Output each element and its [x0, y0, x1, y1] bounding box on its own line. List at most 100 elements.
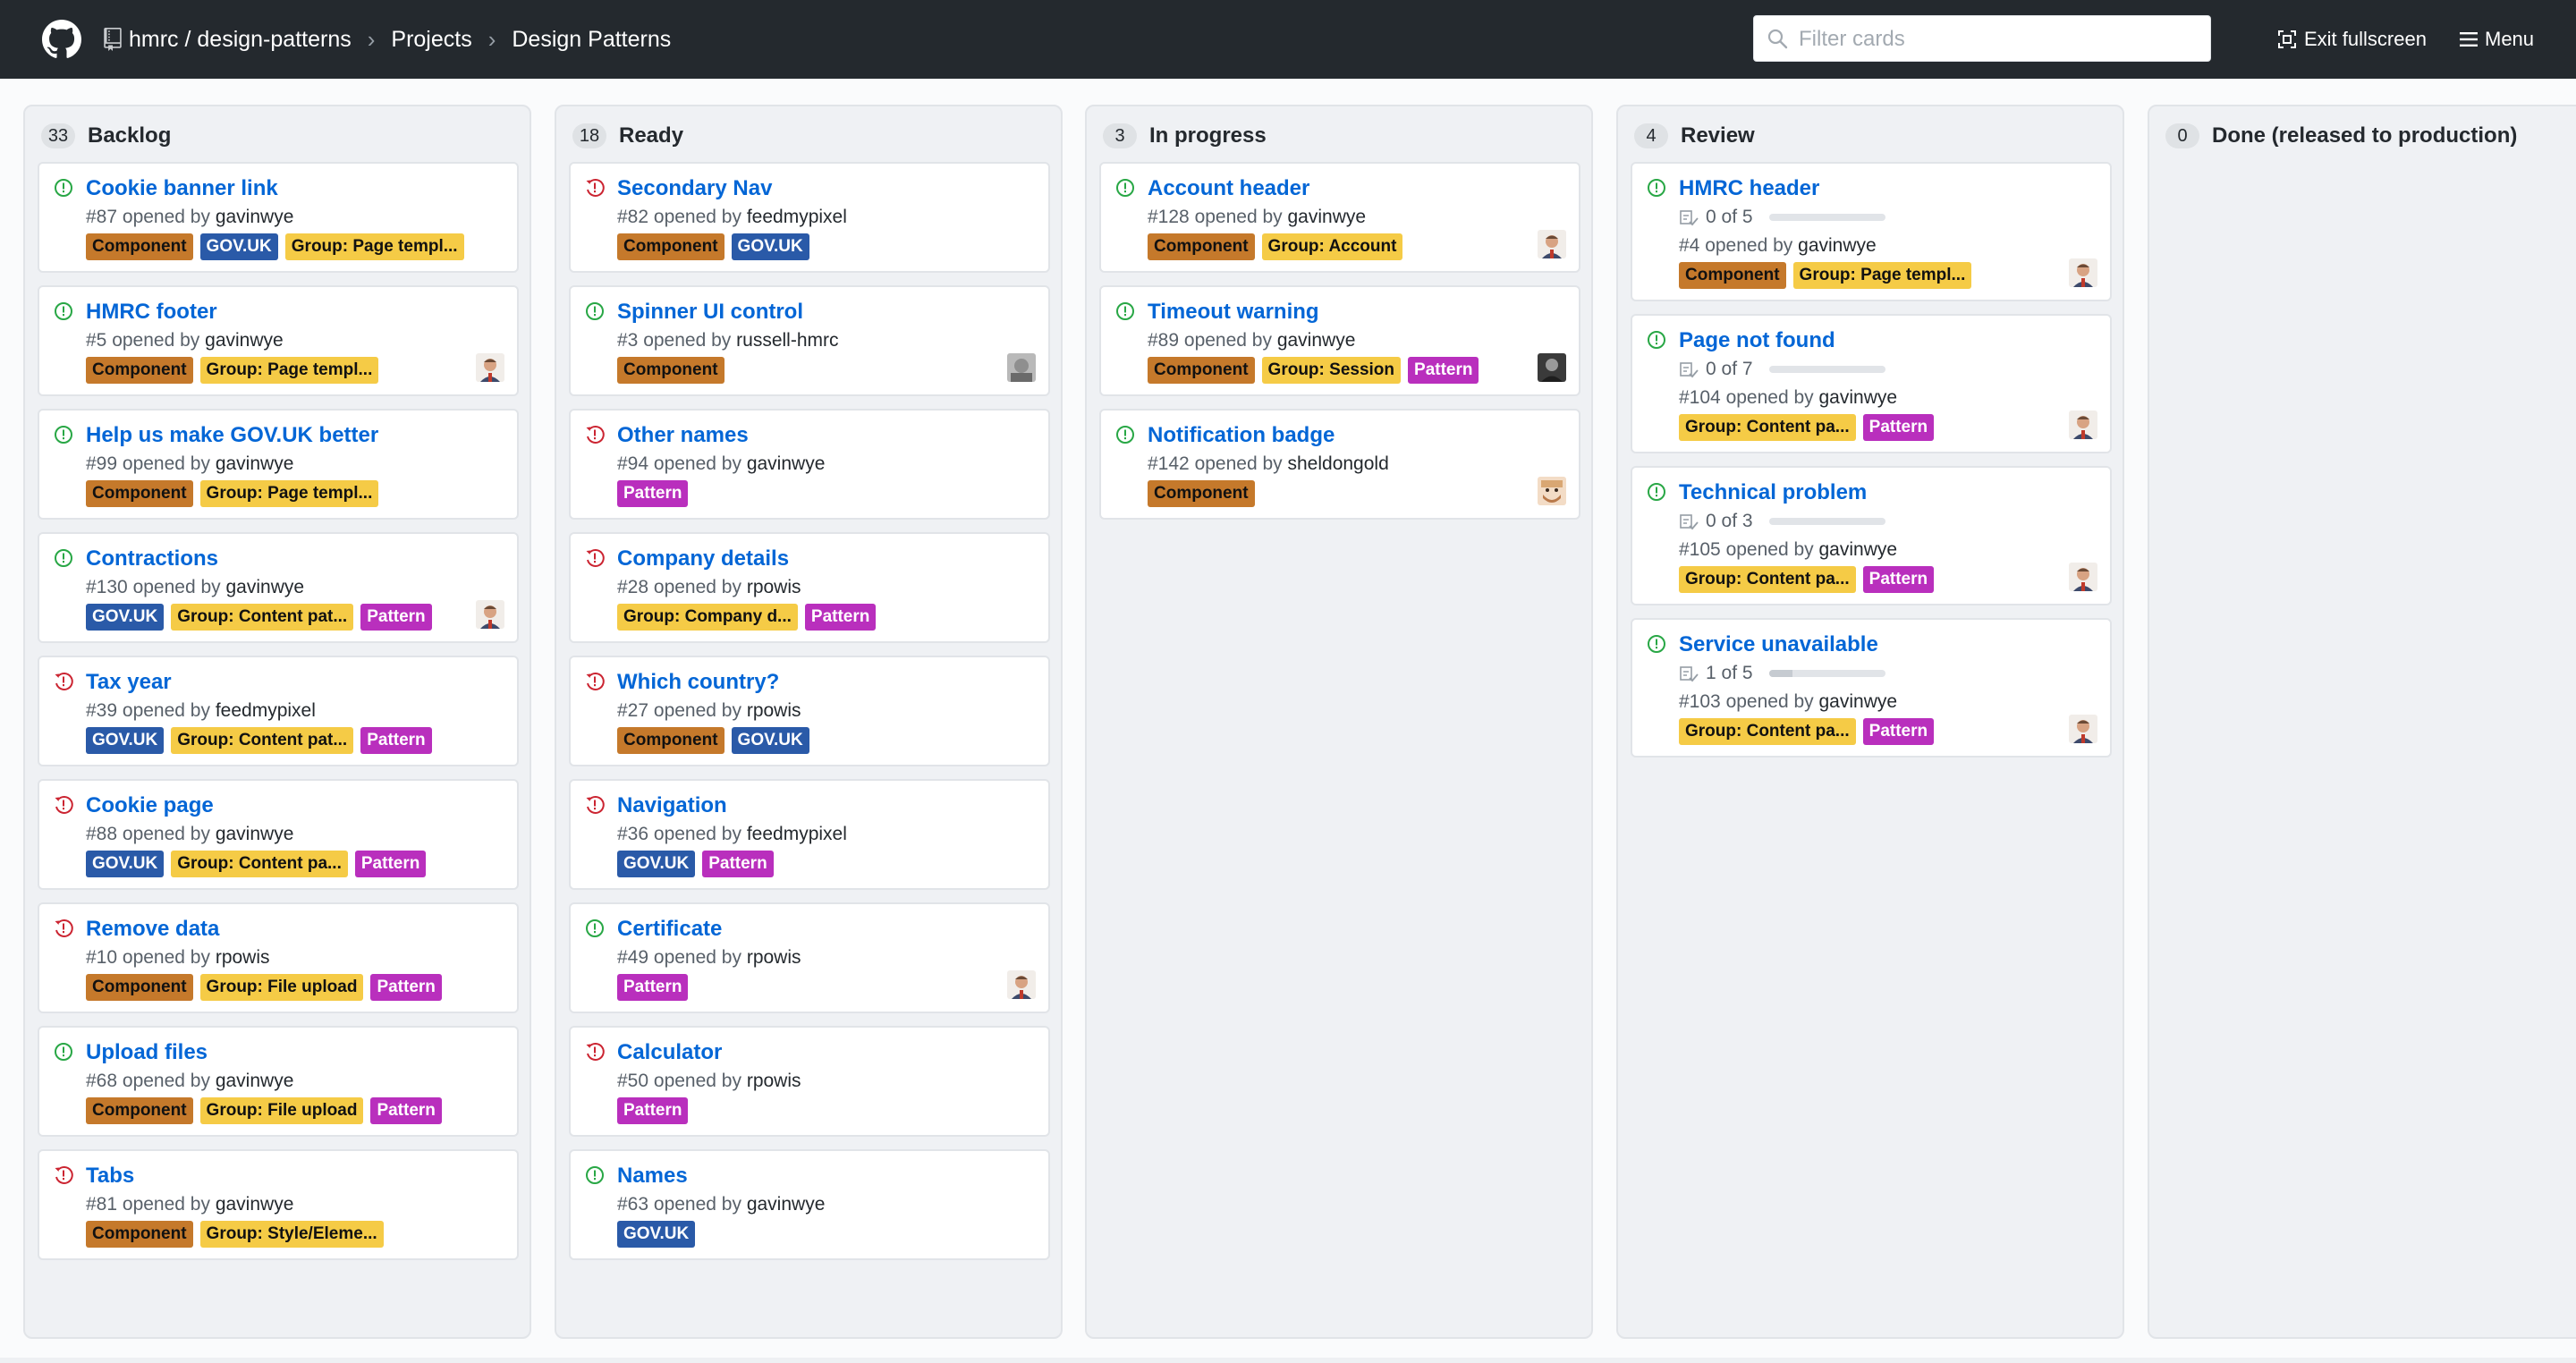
issue-author-link[interactable]: rpowis	[215, 947, 270, 968]
issue-title-link[interactable]: Contractions	[86, 546, 219, 571]
user-avatar[interactable]	[2069, 563, 2097, 591]
issue-title-link[interactable]: Other names	[617, 423, 749, 447]
issue-card[interactable]: Tabs #81 opened by gavinwye Component Group…	[38, 1149, 519, 1260]
user-avatar[interactable]	[1538, 230, 1566, 258]
issue-author-link[interactable]: rpowis	[746, 947, 801, 968]
issue-label[interactable]: Group: Page templ...	[199, 480, 379, 507]
issue-label[interactable]: Component	[617, 233, 724, 260]
issue-card[interactable]: Which country? #27 opened by rpowis Compon…	[569, 656, 1050, 766]
issue-card[interactable]: Help us make GOV.UK better #99 opened by …	[38, 409, 519, 520]
user-avatar[interactable]	[1007, 970, 1036, 999]
issue-author-link[interactable]: rpowis	[746, 577, 801, 597]
issue-label[interactable]: Group: Company d...	[617, 604, 798, 631]
issue-label[interactable]: Group: Page templ...	[1792, 262, 1972, 289]
issue-card[interactable]: Contractions #130 opened by gavinwye GOV.U…	[38, 532, 519, 643]
issue-author-link[interactable]: gavinwye	[1818, 387, 1898, 408]
issue-title-link[interactable]: Cookie banner link	[86, 176, 278, 200]
issue-label[interactable]: Component	[1679, 262, 1786, 289]
issue-label[interactable]: Pattern	[1862, 718, 1935, 745]
issue-label[interactable]: GOV.UK	[86, 727, 165, 754]
issue-label[interactable]: Pattern	[360, 727, 432, 754]
issue-label[interactable]: Pattern	[1408, 357, 1479, 384]
issue-label[interactable]: Group: Content pa...	[1679, 566, 1856, 593]
issue-label[interactable]: Pattern	[354, 851, 427, 877]
issue-title-link[interactable]: Service unavailable	[1679, 632, 1878, 656]
issue-author-link[interactable]: gavinwye	[1276, 330, 1356, 351]
issue-card[interactable]: Certificate #49 opened by rpowis Pattern	[569, 902, 1050, 1013]
issue-label[interactable]: Pattern	[1862, 414, 1935, 441]
github-logo-icon[interactable]	[42, 20, 81, 59]
issue-label[interactable]: GOV.UK	[731, 233, 809, 260]
issue-label[interactable]: Group: File upload	[199, 974, 364, 1001]
issue-title-link[interactable]: Help us make GOV.UK better	[86, 423, 379, 447]
issue-label[interactable]: Group: Content pat...	[171, 727, 354, 754]
issue-card[interactable]: Service unavailable 1 of 5 #103 opened by …	[1631, 618, 2112, 758]
issue-author-link[interactable]: gavinwye	[1798, 235, 1877, 256]
issue-author-link[interactable]: gavinwye	[1818, 691, 1898, 712]
issue-label[interactable]: Component	[86, 233, 193, 260]
issue-card[interactable]: Tax year #39 opened by feedmypixel GOV.UK G…	[38, 656, 519, 766]
issue-label[interactable]: Component	[86, 974, 193, 1001]
issue-label[interactable]: GOV.UK	[617, 851, 696, 877]
issue-label[interactable]: Component	[86, 357, 193, 384]
issue-card[interactable]: Secondary Nav #82 opened by feedmypixel Co…	[569, 162, 1050, 273]
breadcrumb-project-name[interactable]: Design Patterns	[512, 26, 672, 52]
issue-label[interactable]: Group: Page templ...	[284, 233, 464, 260]
issue-title-link[interactable]: Technical problem	[1679, 480, 1868, 504]
issue-card[interactable]: Technical problem 0 of 3 #105 opened by ga…	[1631, 466, 2112, 605]
issue-card[interactable]: Other names #94 opened by gavinwye Pattern	[569, 409, 1050, 520]
issue-label[interactable]: Group: Content pa...	[171, 851, 348, 877]
user-avatar[interactable]	[1007, 353, 1036, 382]
issue-title-link[interactable]: HMRC footer	[86, 300, 217, 324]
issue-author-link[interactable]: gavinwye	[205, 330, 284, 351]
issue-title-link[interactable]: Account header	[1148, 176, 1310, 200]
issue-label[interactable]: Group: Content pat...	[171, 604, 354, 631]
issue-title-link[interactable]: Names	[617, 1164, 688, 1188]
user-avatar[interactable]	[1538, 477, 1566, 505]
issue-author-link[interactable]: sheldongold	[1287, 453, 1389, 474]
issue-card[interactable]: Account header #128 opened by gavinwye Com…	[1099, 162, 1580, 273]
issue-author-link[interactable]: russell-hmrc	[736, 330, 839, 351]
issue-author-link[interactable]: feedmypixel	[215, 700, 316, 721]
issue-card[interactable]: Navigation #36 opened by feedmypixel GOV.U…	[569, 779, 1050, 890]
issue-title-link[interactable]: Navigation	[617, 793, 727, 817]
user-avatar[interactable]	[476, 353, 504, 382]
issue-author-link[interactable]: gavinwye	[215, 453, 294, 474]
issue-title-link[interactable]: Tabs	[86, 1164, 135, 1188]
issue-card[interactable]: Names #63 opened by gavinwye GOV.UK	[569, 1149, 1050, 1260]
issue-label[interactable]: Component	[86, 480, 193, 507]
issue-card[interactable]: Remove data #10 opened by rpowis Component…	[38, 902, 519, 1013]
issue-card[interactable]: Cookie banner link #87 opened by gavinwye…	[38, 162, 519, 273]
issue-card[interactable]: Page not found 0 of 7 #104 opened by gavin…	[1631, 314, 2112, 453]
issue-label[interactable]: Component	[617, 727, 724, 754]
issue-card[interactable]: Notification badge #142 opened by sheldon…	[1099, 409, 1580, 520]
issue-author-link[interactable]: gavinwye	[215, 1071, 294, 1091]
issue-author-link[interactable]: rpowis	[746, 700, 801, 721]
issue-label[interactable]: GOV.UK	[86, 604, 165, 631]
issue-title-link[interactable]: Company details	[617, 546, 790, 571]
issue-label[interactable]: GOV.UK	[731, 727, 809, 754]
issue-card[interactable]: Spinner UI control #3 opened by russell-h…	[569, 285, 1050, 396]
issue-label[interactable]: Component	[1148, 480, 1255, 507]
issue-label[interactable]: Pattern	[617, 1097, 689, 1124]
issue-author-link[interactable]: gavinwye	[215, 207, 294, 227]
issue-label[interactable]: Pattern	[370, 1097, 442, 1124]
issue-title-link[interactable]: Which country?	[617, 670, 780, 694]
exit-fullscreen-button[interactable]: Exit fullscreen	[2277, 25, 2427, 54]
issue-card[interactable]: HMRC footer #5 opened by gavinwye Componen…	[38, 285, 519, 396]
issue-label[interactable]: Pattern	[370, 974, 442, 1001]
issue-label[interactable]: GOV.UK	[199, 233, 278, 260]
user-avatar[interactable]	[476, 600, 504, 629]
issue-author-link[interactable]: gavinwye	[1287, 207, 1367, 227]
issue-label[interactable]: Pattern	[360, 604, 432, 631]
breadcrumb-repo-link[interactable]: hmrc / design-patterns	[129, 26, 352, 52]
user-avatar[interactable]	[1538, 353, 1566, 382]
issue-title-link[interactable]: Page not found	[1679, 328, 1835, 352]
issue-author-link[interactable]: gavinwye	[746, 1194, 826, 1215]
issue-label[interactable]: Group: Page templ...	[199, 357, 379, 384]
filter-cards-input[interactable]	[1797, 23, 2194, 55]
issue-title-link[interactable]: Remove data	[86, 917, 220, 941]
issue-title-link[interactable]: Spinner UI control	[617, 300, 804, 324]
issue-label[interactable]: Pattern	[617, 480, 689, 507]
issue-title-link[interactable]: Upload files	[86, 1040, 208, 1064]
